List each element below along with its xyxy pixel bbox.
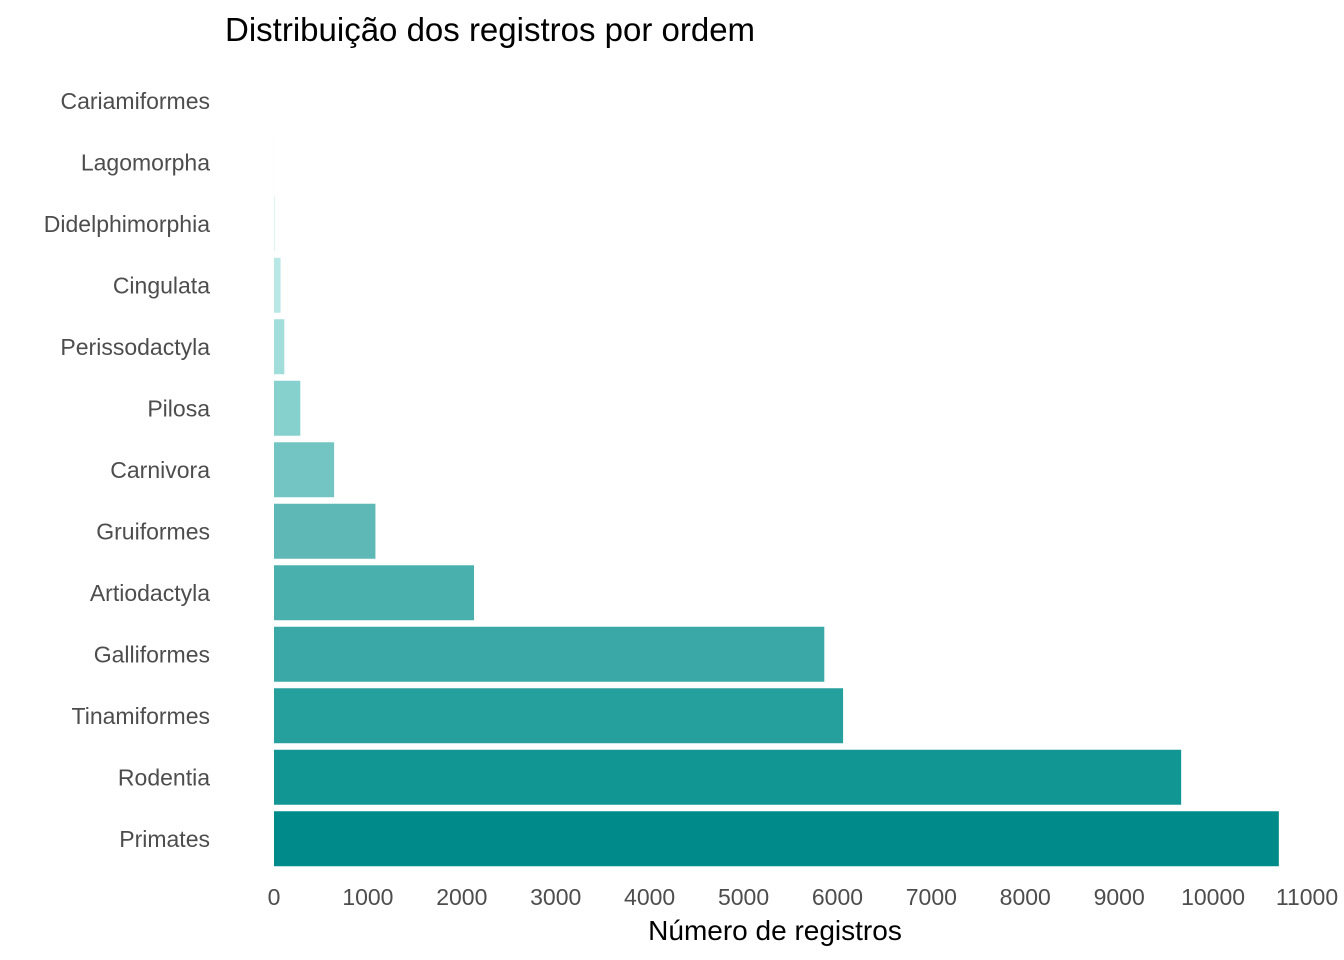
category-label-gruiformes: Gruiformes <box>96 518 210 544</box>
x-tick-label: 1000 <box>342 884 393 910</box>
bar-didelphimorphia <box>274 196 276 252</box>
category-label-lagomorpha: Lagomorpha <box>81 149 210 175</box>
x-axis-title: Número de registros <box>648 915 902 946</box>
x-tick-label: 11000 <box>1276 884 1338 910</box>
x-tick-label: 0 <box>268 884 281 910</box>
x-tick-label: 8000 <box>1000 884 1051 910</box>
bar-tinamiformes <box>274 688 844 744</box>
x-tick-label: 6000 <box>812 884 863 910</box>
x-tick-label: 5000 <box>718 884 769 910</box>
category-label-perissodactyla: Perissodactyla <box>60 334 210 360</box>
category-label-primates: Primates <box>119 826 210 852</box>
category-label-cariamiformes: Cariamiformes <box>60 88 210 114</box>
category-label-cingulata: Cingulata <box>113 272 210 298</box>
category-label-tinamiformes: Tinamiformes <box>72 703 210 729</box>
bar-galliformes <box>274 626 825 682</box>
category-label-rodentia: Rodentia <box>118 764 210 790</box>
category-label-pilosa: Pilosa <box>147 395 210 421</box>
x-tick-label: 2000 <box>436 884 487 910</box>
bar-primates <box>274 811 1279 867</box>
bar-cingulata <box>274 257 281 313</box>
category-labels: Cariamiformes Lagomorpha Didelphimorphia Ci… <box>44 88 210 852</box>
x-tick-label: 3000 <box>530 884 581 910</box>
bar-pilosa <box>274 380 301 436</box>
bars-group <box>274 73 1279 867</box>
bar-gruiformes <box>274 503 376 559</box>
x-tick-label: 10000 <box>1181 884 1245 910</box>
category-label-galliformes: Galliformes <box>94 641 210 667</box>
bar-rodentia <box>274 749 1182 805</box>
x-tick-label: 7000 <box>906 884 957 910</box>
bar-artiodactyla <box>274 565 475 621</box>
bar-perissodactyla <box>274 319 285 375</box>
x-axis-ticks: 0 1000 2000 3000 4000 5000 6000 7000 8000 9000 100… <box>268 884 1339 910</box>
x-tick-label: 4000 <box>624 884 675 910</box>
chart-title: Distribuição dos registros por ordem <box>225 11 755 48</box>
category-label-artiodactyla: Artiodactyla <box>90 580 210 606</box>
category-label-didelphimorphia: Didelphimorphia <box>44 211 210 237</box>
category-label-carnivora: Carnivora <box>110 457 210 483</box>
x-tick-label: 9000 <box>1094 884 1145 910</box>
bar-carnivora <box>274 442 335 498</box>
